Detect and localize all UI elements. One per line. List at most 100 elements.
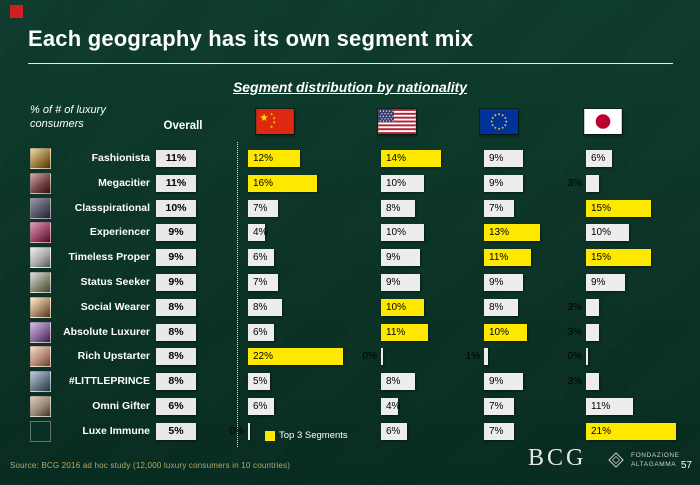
segment-bar [484,224,540,242]
bar-value-label: 7% [489,401,504,412]
svg-text:★: ★ [270,111,274,116]
segment-label: Timeless Proper [68,251,150,264]
segment-bar [484,348,489,366]
segment-bar [586,249,651,267]
bar-value-label: 3% [567,376,582,388]
segment-bar [484,298,519,316]
segment-label: Omni Gifter [92,400,150,412]
segment-bar [381,298,424,316]
segment-bar [484,174,523,192]
chart-title: Segment distribution by nationality [232,79,468,95]
segment-bar [248,199,279,217]
overall-column-header: Overall [163,120,203,132]
segment-row: Fashionista 11% 12% 14% 9% 6% [0,147,700,171]
partner-logo-text: Fondazione Altagamma [631,451,680,469]
bar-value-label: 22% [253,351,274,363]
bar-value-label: 6% [253,252,268,264]
bar-value-label: 14% [386,153,407,164]
overall-value-box: 11% [156,174,196,192]
page-title: Each geography has its own segment mix [28,26,474,51]
segment-label: Luxe Immune [82,424,150,437]
segment-bar [586,348,588,366]
segment-bar [484,323,527,341]
bar-value-label: 3% [567,326,582,338]
segment-bar [586,224,629,242]
segment-label: #LITTLEPRINCE [68,375,150,388]
segment-bar [381,249,420,267]
segment-bar [248,298,283,316]
segment-label: Absolute Luxurer [63,325,150,338]
bar-value-label: 3% [567,301,582,313]
segment-row: Classpirational 10% 7% 8% 7% 15% [0,197,700,221]
segment-bar [248,348,343,366]
segment-bar [586,199,651,217]
segment-thumbnail [30,172,51,194]
segment-bar [484,373,523,391]
bar-value-label: 7% [253,277,268,288]
segment-bar [381,373,416,391]
segment-bar [381,224,424,242]
segment-bar [248,174,317,192]
segment-thumbnail [30,272,51,293]
bar-value-label: 6% [591,153,606,164]
segment-bar [586,150,612,167]
china-flag-icon: ★ ★ ★ ★ ★ [256,109,294,134]
bar-value-label: 11% [591,401,611,412]
overall-value-box: 5% [156,422,196,440]
segment-bar [381,323,429,341]
bar-value-label: 10% [386,301,407,313]
bar-value-label: 8% [386,202,401,214]
segment-thumbnail [30,148,51,169]
segment-row: Timeless Proper 9% 6% 9% 11% 15% [0,246,700,270]
overall-value-box: 9% [156,224,196,242]
segment-row: Status Seeker 9% 7% 9% 9% 9% [0,271,700,295]
accent-square [10,5,23,18]
overall-value-box: 8% [156,348,196,366]
segment-thumbnail [30,197,51,219]
bar-value-label: 0% [567,351,582,363]
partner-logo-line2: Altagamma [631,461,677,468]
segment-row: Social Wearer 8% 8% 10% 8% 3% [0,296,700,320]
segment-bar [381,398,399,415]
bar-value-label: 15% [591,252,612,264]
bar-value-label: 13% [489,227,510,239]
bar-value-label: 9% [386,252,401,264]
bar-value-label: 0% [229,425,244,437]
overall-value-box: 10% [156,199,196,217]
segment-bar [248,398,274,415]
segment-bar [586,174,599,192]
segment-thumbnail [30,371,51,393]
segment-thumbnail [30,247,51,269]
svg-text:★: ★ [270,124,274,129]
bcg-logo: BCG [528,445,587,471]
segment-row: Rich Upstarter 8% 22% 0% 1% 0% [0,345,700,369]
eu-flag-icon [480,109,518,134]
segment-label: Experiencer [89,226,150,239]
bar-value-label: 7% [489,202,504,214]
segment-bar [586,298,599,316]
usa-flag-icon [378,109,416,134]
segment-label: Social Wearer [80,300,150,313]
svg-text:★: ★ [272,120,276,125]
segment-bar [484,274,523,291]
segment-thumbnail [30,222,51,244]
bar-value-label: 10% [591,227,612,239]
chart-legend: Top 3 Segments [265,430,348,441]
bar-value-label: 8% [253,301,268,313]
overall-value-box: 6% [156,398,196,415]
overall-value-box: 9% [156,274,196,291]
segment-bar [586,323,599,341]
segment-bar [248,323,274,341]
bar-value-label: 4% [386,401,401,412]
bar-value-label: 6% [386,425,401,437]
segment-bar [248,373,270,391]
segment-bar [484,249,532,267]
top3-legend-swatch-icon [265,430,275,441]
segment-thumbnail [30,420,51,442]
bar-value-label: 11% [489,252,509,264]
bar-value-label: 11% [386,326,406,338]
bar-value-label: 6% [253,401,268,412]
segment-bar [381,422,407,440]
